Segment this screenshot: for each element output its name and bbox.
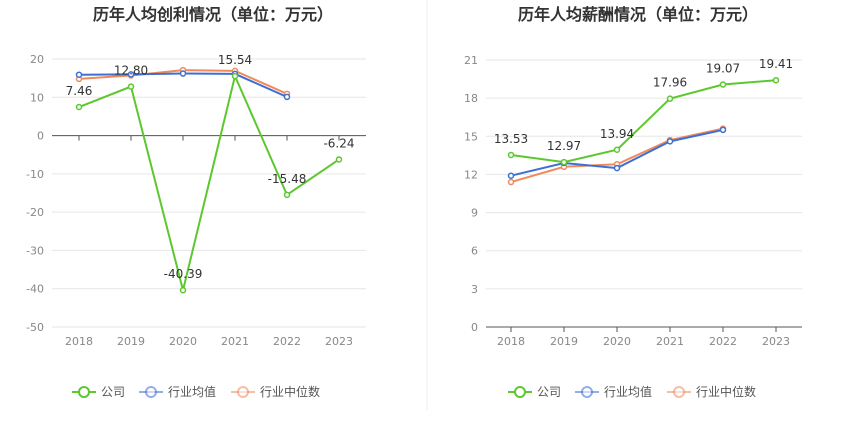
data-label: 12.97 bbox=[547, 139, 581, 153]
data-point bbox=[179, 70, 187, 77]
data-point bbox=[507, 178, 515, 186]
y-tick-label: -20 bbox=[26, 206, 44, 219]
x-tick-label: 2023 bbox=[762, 335, 790, 348]
series-line-company bbox=[78, 72, 340, 291]
data-point bbox=[613, 146, 621, 154]
legend-label: 行业中位数 bbox=[260, 384, 320, 399]
legend-marker bbox=[514, 386, 526, 398]
x-tick-label: 2018 bbox=[65, 335, 93, 348]
y-tick-label: -50 bbox=[26, 321, 44, 334]
data-label: -40.39 bbox=[164, 267, 203, 281]
x-tick-label: 2019 bbox=[550, 335, 578, 348]
data-point bbox=[335, 156, 343, 163]
data-point bbox=[666, 138, 674, 145]
x-tick-label: 2020 bbox=[169, 335, 197, 348]
data-point bbox=[283, 191, 291, 199]
data-label: 19.41 bbox=[759, 57, 793, 71]
data-label: -6.24 bbox=[323, 136, 354, 150]
data-point bbox=[772, 76, 780, 84]
y-tick-label: 18 bbox=[464, 92, 478, 105]
data-label: 13.94 bbox=[600, 127, 634, 141]
x-tick-label: 2018 bbox=[497, 335, 525, 348]
data-point bbox=[666, 95, 674, 102]
data-label: -15.48 bbox=[268, 172, 307, 186]
y-tick-label: 6 bbox=[471, 245, 478, 258]
y-tick-label: -40 bbox=[26, 283, 44, 296]
data-point bbox=[613, 164, 621, 172]
x-tick-label: 2021 bbox=[656, 335, 684, 348]
y-tick-label: 21 bbox=[464, 54, 478, 67]
chart-title: 历年人均创利情况（单位：万元） bbox=[93, 5, 333, 24]
data-label: 13.53 bbox=[494, 132, 528, 146]
chart-panel-2: 历年人均薪酬情况（单位：万元） 21 18 15 12 9 6 3 0 2018 2019 2020 2… bbox=[464, 5, 802, 399]
chart-title: 历年人均薪酬情况（单位：万元） bbox=[518, 5, 758, 24]
data-point bbox=[75, 103, 83, 111]
data-point bbox=[127, 83, 135, 90]
data-label: 19.07 bbox=[706, 62, 740, 76]
data-point bbox=[127, 71, 135, 78]
x-tick-label: 2020 bbox=[603, 335, 631, 348]
data-label: 12.80 bbox=[114, 64, 148, 78]
data-point bbox=[179, 286, 187, 294]
y-tick-label: 0 bbox=[471, 321, 478, 334]
legend-label: 行业中位数 bbox=[696, 384, 756, 399]
x-tick-label: 2022 bbox=[709, 335, 737, 348]
y-tick-label: 0 bbox=[37, 130, 44, 143]
data-point bbox=[560, 158, 568, 166]
series-line-company bbox=[510, 79, 777, 164]
y-tick-label: -30 bbox=[26, 244, 44, 257]
data-point bbox=[231, 72, 239, 80]
x-tick-label: 2021 bbox=[221, 335, 249, 348]
data-point bbox=[719, 81, 727, 88]
legend-label: 行业均值 bbox=[168, 384, 216, 399]
legend-marker bbox=[673, 386, 685, 398]
data-point bbox=[507, 172, 515, 179]
chart-panel-1: 历年人均创利情况（单位：万元） 20 10 0 -10 -20 -30 -40 -50 2018 2… bbox=[26, 5, 366, 399]
data-label: 15.54 bbox=[218, 53, 252, 67]
y-tick-label: 12 bbox=[464, 168, 478, 181]
legend-marker bbox=[581, 386, 593, 398]
x-tick-label: 2022 bbox=[273, 335, 301, 348]
y-tick-label: 10 bbox=[30, 91, 44, 104]
data-label: 17.96 bbox=[653, 76, 687, 90]
y-tick-label: 15 bbox=[464, 130, 478, 143]
legend-label: 行业均值 bbox=[604, 384, 652, 399]
data-point bbox=[283, 93, 291, 101]
x-tick-label: 2019 bbox=[117, 335, 145, 348]
y-tick-label: 3 bbox=[471, 283, 478, 296]
legend-label: 公司 bbox=[101, 385, 125, 399]
legend-marker bbox=[145, 386, 157, 398]
data-point bbox=[507, 151, 515, 159]
y-tick-label: 9 bbox=[471, 207, 478, 220]
legend-label: 公司 bbox=[537, 385, 561, 399]
y-tick-label: 20 bbox=[30, 53, 44, 66]
data-point bbox=[75, 71, 83, 78]
legend-marker bbox=[237, 386, 249, 398]
legend-marker bbox=[78, 386, 90, 398]
y-tick-label: -10 bbox=[26, 168, 44, 181]
x-tick-label: 2023 bbox=[325, 335, 353, 348]
data-label: 7.46 bbox=[66, 84, 93, 98]
data-point bbox=[719, 126, 727, 134]
